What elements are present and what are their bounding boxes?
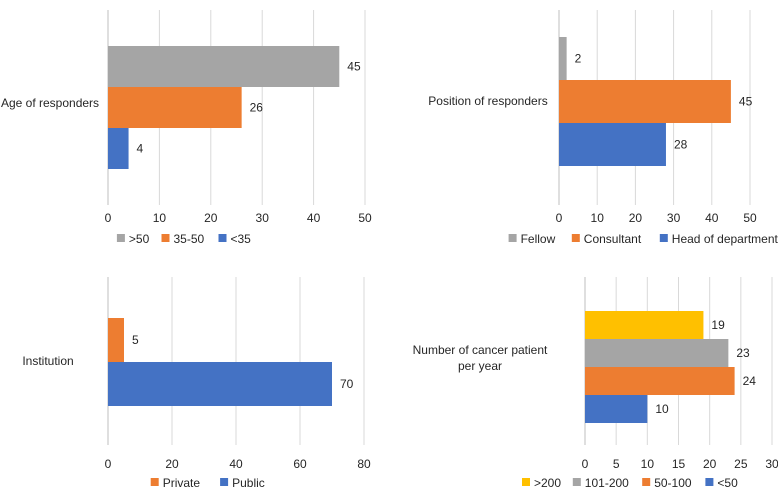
category-label: Institution: [22, 354, 73, 368]
bar-Private: [108, 318, 124, 362]
legend-swatch: [642, 478, 651, 486]
category-label-line: Position of responders: [428, 94, 547, 108]
legend-label: Fellow: [521, 232, 556, 246]
chart-panel-1: 0 10 20 30 40 50 45 26 4 Age of responders >50 35-5…: [1, 10, 372, 246]
legend: >50 35-50 <35: [116, 232, 252, 246]
legend-swatch: [508, 234, 517, 242]
bar-<50: [585, 395, 648, 423]
legend-label: >50: [129, 232, 150, 246]
legend-swatch: [522, 478, 530, 486]
chart-panel-4: 0 5 10 15 20 25 30 19 23 24 10 Number of cancer pat…: [413, 277, 778, 490]
category-label-line: Number of cancer patient: [413, 343, 548, 357]
legend: Private Public: [150, 476, 265, 490]
category-label: Position of responders: [428, 94, 547, 108]
data-label: 4: [137, 142, 144, 156]
x-tick-label: 0: [105, 211, 112, 225]
data-label: 45: [347, 60, 361, 74]
data-label: 26: [250, 101, 264, 115]
legend-swatch: [572, 478, 581, 486]
x-tick-label: 40: [307, 211, 321, 225]
x-tick-label: 0: [582, 457, 589, 471]
legend-label: Consultant: [584, 232, 642, 246]
legend-swatch: [150, 478, 159, 486]
legend-label: 101-200: [585, 476, 629, 490]
data-label: 19: [711, 318, 725, 332]
bar-Fellow: [559, 37, 567, 80]
x-tick-label: 0: [556, 211, 563, 225]
legend-swatch: [220, 478, 229, 486]
legend-swatch: [161, 234, 170, 242]
x-tick-label: 60: [293, 457, 307, 471]
legend-label: 35-50: [174, 232, 205, 246]
x-tick-label: 10: [641, 457, 655, 471]
x-tick-label: 30: [765, 457, 778, 471]
data-label: 24: [743, 374, 757, 388]
x-tick-label: 20: [629, 211, 643, 225]
category-label-line: per year: [458, 359, 502, 373]
bar-Consultant: [559, 80, 731, 123]
legend-swatch: [705, 478, 714, 486]
x-tick-label: 20: [165, 457, 179, 471]
legend-label: <35: [231, 232, 252, 246]
x-tick-label: 30: [256, 211, 270, 225]
x-tick-label: 50: [743, 211, 757, 225]
category-label: Age of responders: [1, 96, 99, 110]
x-tick-label: 15: [672, 457, 686, 471]
data-label: 5: [132, 333, 139, 347]
chart-panel-2: 0 10 20 30 40 50 2 45 28 Position of responders Fe…: [428, 10, 778, 246]
legend-swatch: [116, 234, 125, 242]
legend-swatch: [659, 234, 668, 242]
legend-label: 50-100: [654, 476, 692, 490]
bar->200: [585, 311, 704, 339]
legend-label: <50: [717, 476, 738, 490]
data-label: 10: [655, 402, 669, 416]
x-tick-label: 20: [703, 457, 717, 471]
x-tick-label: 10: [153, 211, 167, 225]
bar-101-200: [585, 339, 729, 367]
legend: Fellow Consultant Head of department: [508, 232, 778, 246]
bar-35-50: [108, 87, 242, 128]
category-label-line: Institution: [22, 354, 73, 368]
data-label: 23: [736, 346, 750, 360]
category-label: Number of cancer patient per year: [413, 343, 548, 373]
x-tick-label: 50: [358, 211, 372, 225]
data-label: 70: [340, 377, 354, 391]
legend-swatch: [571, 234, 580, 242]
data-label: 2: [575, 52, 582, 66]
bar-<35: [108, 128, 129, 169]
x-tick-label: 40: [229, 457, 243, 471]
x-tick-label: 0: [105, 457, 112, 471]
x-tick-label: 10: [591, 211, 605, 225]
x-tick-label: 20: [204, 211, 218, 225]
x-tick-label: 5: [613, 457, 620, 471]
x-tick-label: 40: [705, 211, 719, 225]
legend-label: Public: [232, 476, 265, 490]
bar-Head of department: [559, 123, 666, 166]
chart-panel-3: 0 20 40 60 80 5 70 Institution Private Public: [22, 277, 371, 490]
data-label: 45: [739, 95, 753, 109]
legend: >200 101-200 50-100 <50: [522, 476, 738, 490]
data-label: 28: [674, 138, 688, 152]
legend-label: Head of department: [672, 232, 778, 246]
legend-label: >200: [534, 476, 561, 490]
bar-50-100: [585, 367, 735, 395]
category-label-line: Age of responders: [1, 96, 99, 110]
x-tick-label: 25: [734, 457, 748, 471]
legend-swatch: [218, 234, 227, 242]
x-tick-label: 80: [357, 457, 371, 471]
bar->50: [108, 46, 340, 87]
legend-label: Private: [163, 476, 201, 490]
bar-Public: [108, 362, 332, 406]
x-tick-label: 30: [667, 211, 681, 225]
